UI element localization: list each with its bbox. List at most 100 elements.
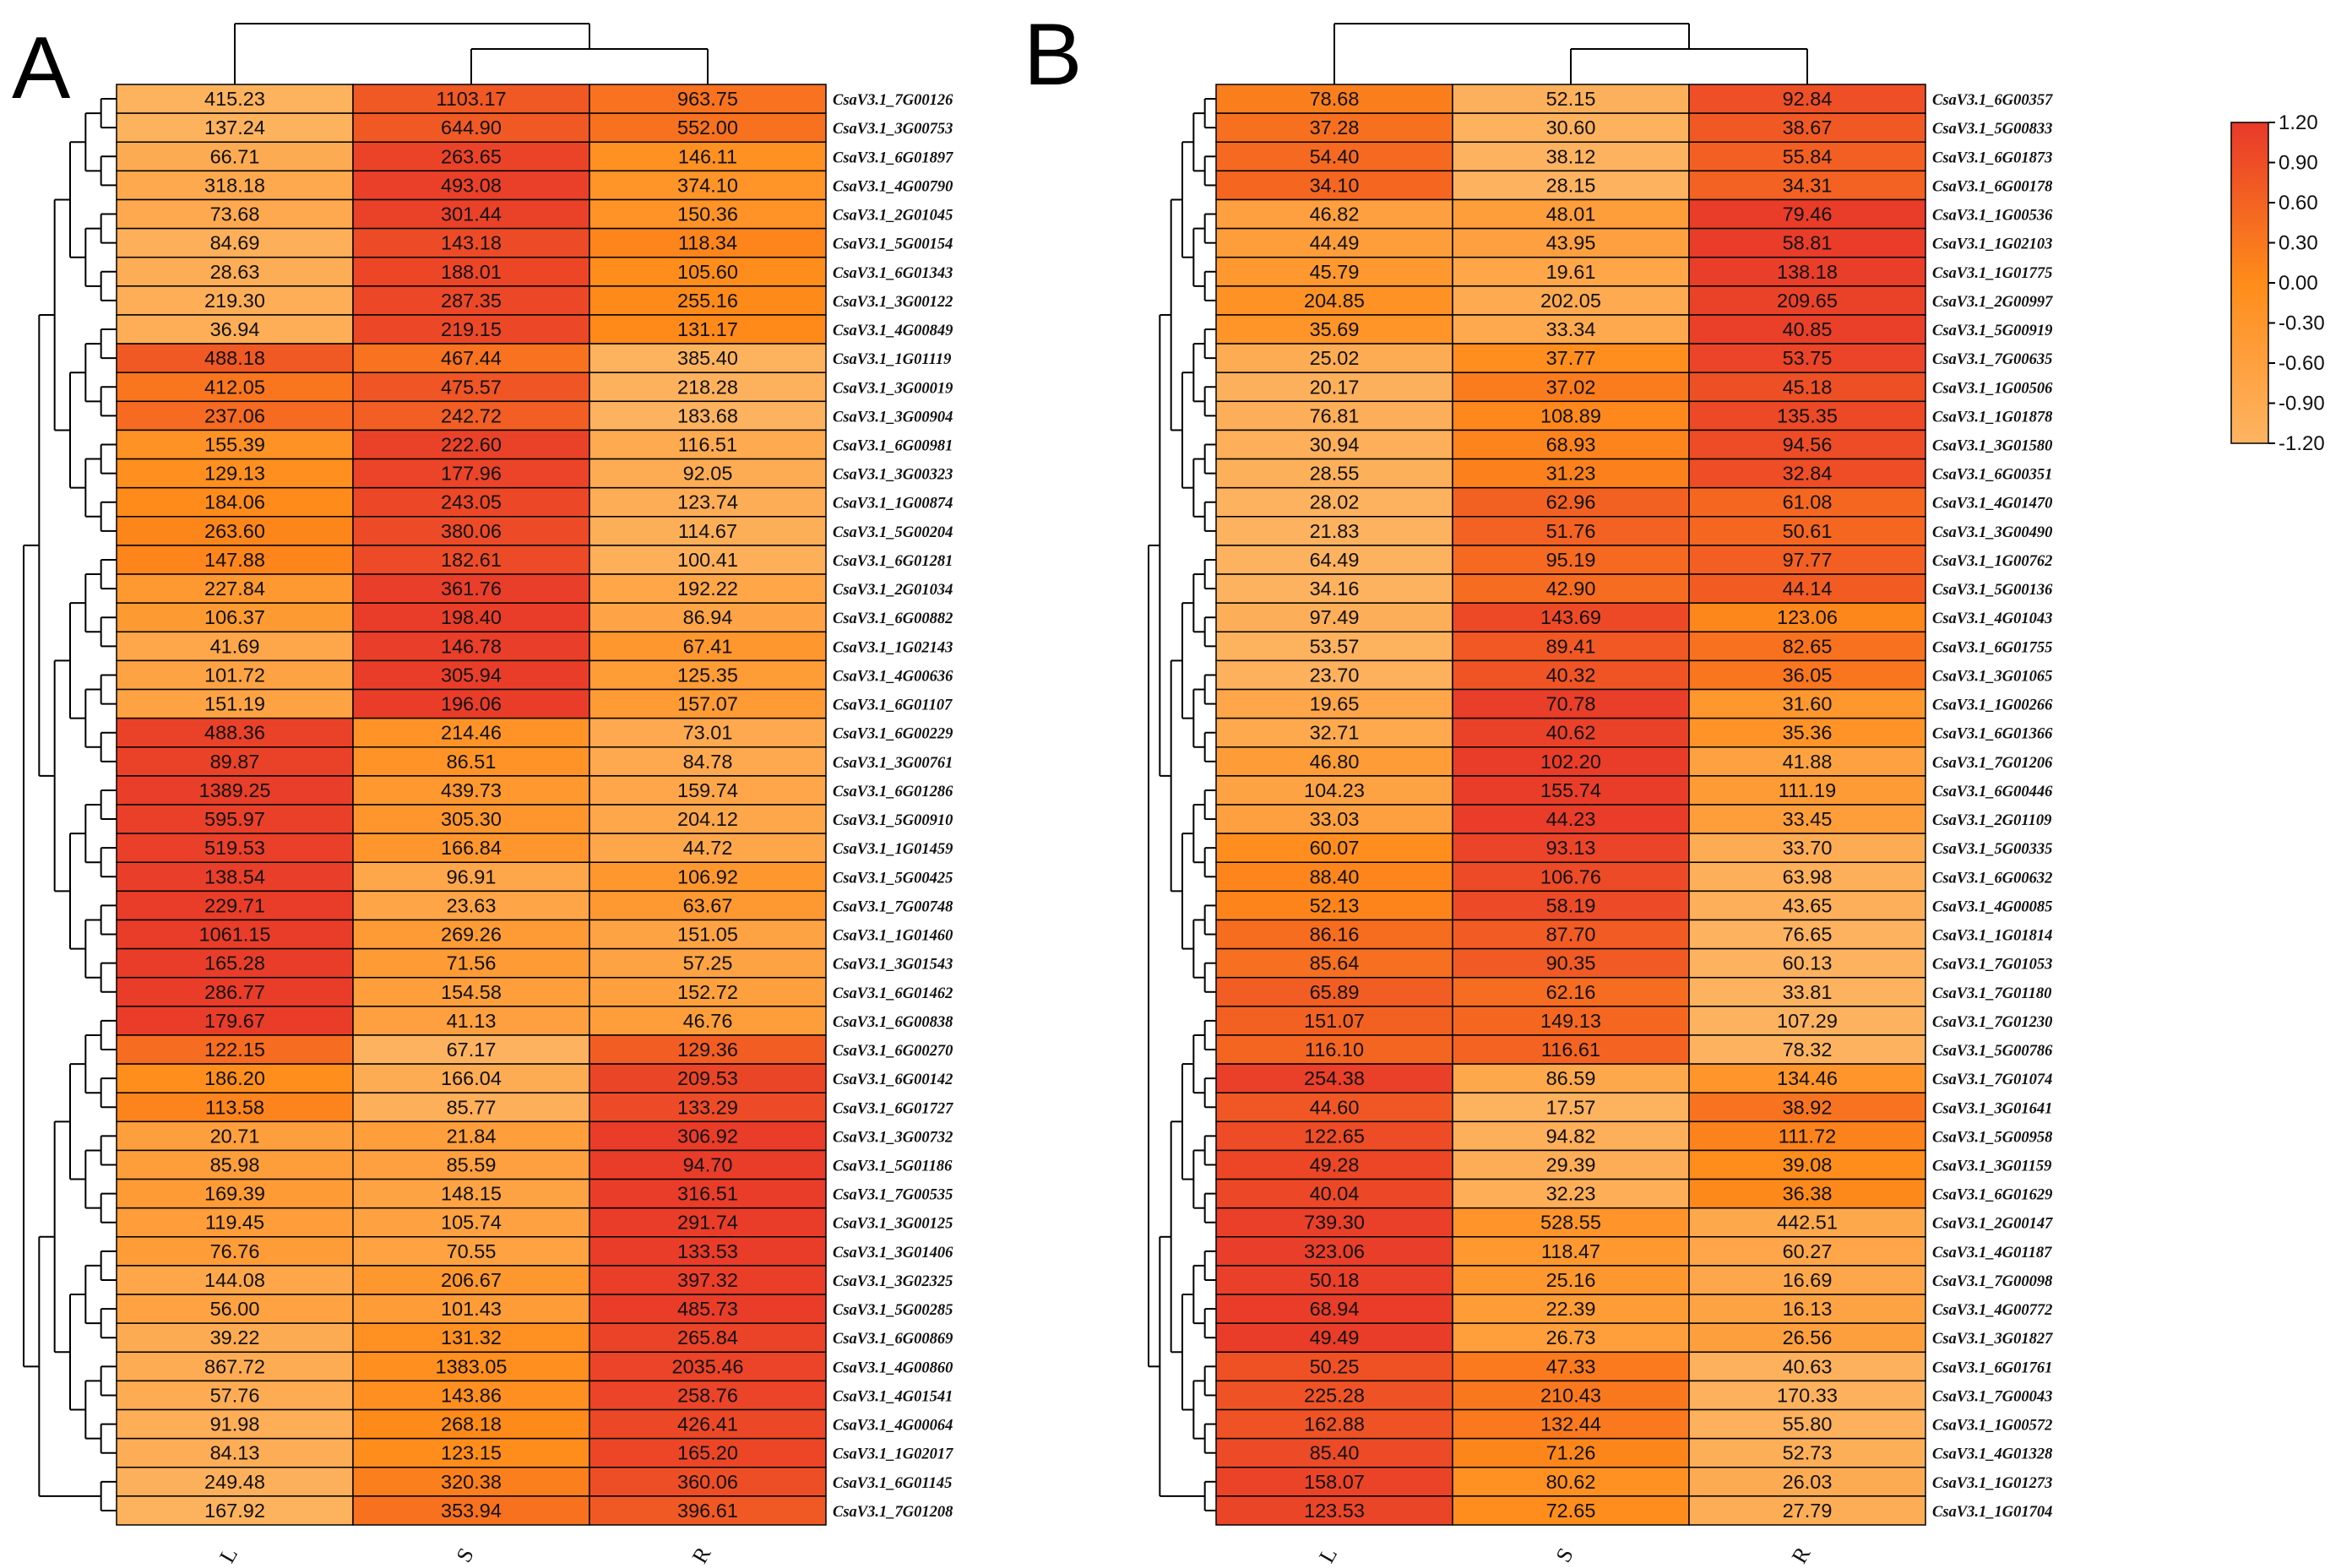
cell-value-label: 45.79: [1310, 261, 1360, 283]
cell-value-label: 305.30: [441, 808, 502, 830]
cell-value-label: 76.81: [1310, 404, 1360, 426]
heatmap-cell: [1452, 1495, 1690, 1526]
cell-value-label: 70.78: [1546, 693, 1596, 715]
heatmap-cell: [116, 659, 354, 691]
cell-value-label: 192.22: [677, 578, 738, 600]
cell-value-label: 91.98: [210, 1413, 260, 1435]
heatmap-cell: [352, 227, 590, 258]
cell-value-label: 28.02: [1310, 491, 1360, 513]
cell-value-label: 415.23: [204, 88, 265, 110]
heatmap-cell: [1452, 659, 1690, 691]
cell-value-label: 2035.46: [672, 1355, 744, 1377]
gene-row-label: CsaV3.1_7G00098: [1932, 1273, 2052, 1290]
cell-value-label: 166.04: [441, 1067, 502, 1089]
heatmap-cell: [1688, 170, 1926, 201]
heatmap-cell: [1688, 112, 1926, 143]
cell-value-label: 301.44: [441, 203, 502, 225]
heatmap-cell: [1215, 659, 1453, 691]
cell-value-label: 159.74: [677, 779, 738, 801]
heatmap-cell: [1215, 170, 1453, 201]
cell-value-label: 78.32: [1783, 1039, 1833, 1061]
gene-row-label: CsaV3.1_6G00270: [833, 1043, 953, 1060]
cell-value-label: 412.05: [204, 376, 265, 398]
heatmap-cell: [1215, 631, 1453, 662]
heatmap-cell: [116, 919, 354, 950]
cell-value-label: 385.40: [677, 347, 738, 369]
heatmap-cell: [589, 1265, 827, 1295]
cell-value-label: 196.06: [441, 693, 502, 715]
cell-value-label: 67.17: [447, 1039, 497, 1061]
cell-value-label: 119.45: [205, 1212, 264, 1234]
cell-value-label: 528.55: [1540, 1212, 1601, 1234]
cell-value-label: 62.16: [1546, 981, 1596, 1003]
gene-row-label: CsaV3.1_6G00446: [1932, 784, 2053, 800]
heatmap-cell: [116, 804, 354, 834]
heatmap-cell: [352, 1437, 590, 1468]
cell-value-label: 316.51: [677, 1183, 738, 1205]
gene-row-label: CsaV3.1_1G01119: [833, 351, 951, 368]
heatmap-cell: [1452, 141, 1690, 172]
heatmap-cell: [352, 919, 590, 950]
cell-value-label: 106.37: [204, 606, 265, 628]
heatmap-cell: [589, 516, 827, 546]
heatmap-cell: [1688, 1236, 1926, 1267]
heatmap-cell: [1215, 429, 1453, 460]
heatmap-cell: [1688, 1207, 1926, 1238]
heatmap-cell: [1215, 1408, 1453, 1440]
cell-value-label: 40.04: [1310, 1183, 1360, 1205]
cell-value-label: 219.15: [441, 318, 502, 340]
cell-value-label: 53.75: [1783, 347, 1833, 369]
heatmap-cell: [116, 1467, 354, 1497]
gene-row-label: CsaV3.1_1G00536: [1932, 208, 2053, 225]
heatmap-cell: [1452, 372, 1690, 403]
cell-value-label: 33.70: [1783, 837, 1833, 859]
cell-value-label: 49.28: [1310, 1154, 1360, 1176]
heatmap-cell: [352, 141, 590, 172]
cell-value-label: 33.03: [1310, 808, 1360, 830]
heatmap-cell: [589, 372, 827, 403]
cell-value-label: 222.60: [441, 434, 502, 456]
cell-value-label: 28.63: [210, 261, 260, 283]
heatmap-cell: [352, 343, 590, 373]
cell-value-label: 31.23: [1546, 463, 1596, 485]
gene-row-label: CsaV3.1_3G01065: [1932, 668, 2052, 685]
heatmap-cell: [1688, 1006, 1926, 1036]
cell-value-label: 198.40: [441, 606, 502, 628]
cell-value-label: 71.26: [1546, 1442, 1596, 1464]
legend-tick-label: -0.60: [2279, 352, 2325, 375]
cell-value-label: 96.91: [447, 865, 497, 887]
heatmap-cell: [352, 256, 590, 287]
gene-row-label: CsaV3.1_5G00958: [1932, 1129, 2052, 1146]
gene-row-label: CsaV3.1_1G01775: [1932, 265, 2052, 282]
cell-value-label: 183.68: [677, 404, 738, 426]
gene-row-label: CsaV3.1_7G00635: [1932, 351, 2052, 368]
heatmap-cell: [1215, 861, 1453, 893]
gene-row-label: CsaV3.1_1G01704: [1932, 1504, 2052, 1521]
heatmap-cell: [1215, 516, 1453, 546]
heatmap-cell: [1688, 1265, 1926, 1295]
cell-value-label: 85.64: [1310, 952, 1360, 974]
gene-row-label: CsaV3.1_6G01281: [833, 553, 953, 570]
color-scale-legend: 1.20 0.90 0.60 0.30 0.00 -0.30 -0.60 -0.90 -1.20: [2230, 111, 2325, 455]
heatmap-cell: [352, 1006, 590, 1036]
gene-row-label: CsaV3.1_6G00178: [1932, 178, 2052, 195]
cell-value-label: 131.32: [441, 1327, 502, 1348]
gene-row-label: CsaV3.1_3G00323: [833, 467, 953, 484]
gene-row-label: CsaV3.1_4G01328: [1932, 1446, 2052, 1463]
cell-value-label: 34.31: [1783, 174, 1833, 196]
heatmap-cell: [352, 1207, 590, 1238]
cell-value-label: 258.76: [677, 1384, 738, 1406]
heatmap-cell: [1688, 659, 1926, 691]
heatmap-cell: [589, 1351, 827, 1382]
cell-value-label: 52.73: [1783, 1442, 1833, 1464]
heatmap-cell: [589, 1467, 827, 1497]
gene-row-label: CsaV3.1_7G01053: [1932, 957, 2052, 974]
cell-value-label: 182.61: [441, 549, 502, 571]
heatmap-cell: [352, 775, 590, 806]
cell-value-label: 144.08: [204, 1269, 265, 1291]
cell-value-label: 186.20: [204, 1067, 265, 1089]
heatmap-cell: [1688, 227, 1926, 258]
cell-value-label: 107.29: [1777, 1010, 1838, 1032]
gene-row-label: CsaV3.1_1G00572: [1932, 1418, 2052, 1435]
gene-row-label: CsaV3.1_6G01462: [833, 985, 953, 1002]
